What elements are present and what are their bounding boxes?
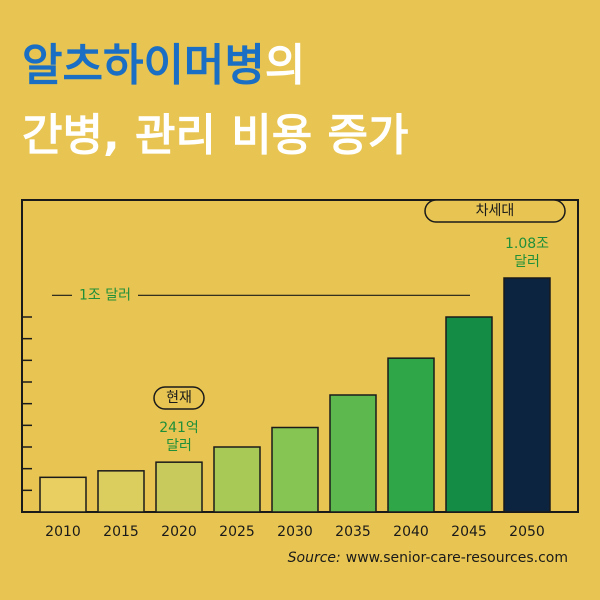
bar	[503, 277, 551, 513]
tag-pill	[424, 199, 566, 223]
chart-title: 알츠하이머병의	[22, 40, 305, 91]
bar	[39, 476, 87, 513]
x-tick-label: 2050	[509, 524, 545, 540]
tag-label: 현재	[166, 390, 192, 406]
reference-label: 1조 달러	[79, 287, 131, 303]
source-label: Source:	[288, 550, 341, 566]
annotation-text: 달러	[514, 254, 540, 270]
bar	[97, 470, 145, 513]
annotation-text: 1.08조	[505, 236, 549, 252]
x-tick-label: 2025	[219, 524, 255, 540]
bar	[329, 394, 377, 513]
annotation-text: 달러	[166, 438, 192, 454]
source-url: www.senior-care-resources.com	[346, 550, 568, 566]
bar	[155, 461, 203, 513]
tag-label: 차세대	[476, 203, 515, 219]
x-tick-label: 2015	[103, 524, 139, 540]
x-tick-label: 2020	[161, 524, 197, 540]
chart-title-line2: 간병, 관리 비용 증가	[22, 110, 409, 161]
bar	[213, 446, 261, 513]
x-tick-label: 2030	[277, 524, 313, 540]
x-tick-label: 2040	[393, 524, 429, 540]
x-tick-label: 2045	[451, 524, 487, 540]
bar	[387, 357, 435, 513]
x-tick-label: 2010	[45, 524, 81, 540]
annotation-text: 241억	[159, 420, 199, 436]
bar	[445, 316, 493, 513]
tag-pill	[153, 386, 205, 410]
source: Source: www.senior-care-resources.com	[288, 550, 568, 566]
bar	[271, 426, 319, 513]
x-tick-label: 2035	[335, 524, 371, 540]
title-highlight: 알츠하이머병	[22, 40, 265, 91]
title-rest: 의	[265, 40, 305, 91]
